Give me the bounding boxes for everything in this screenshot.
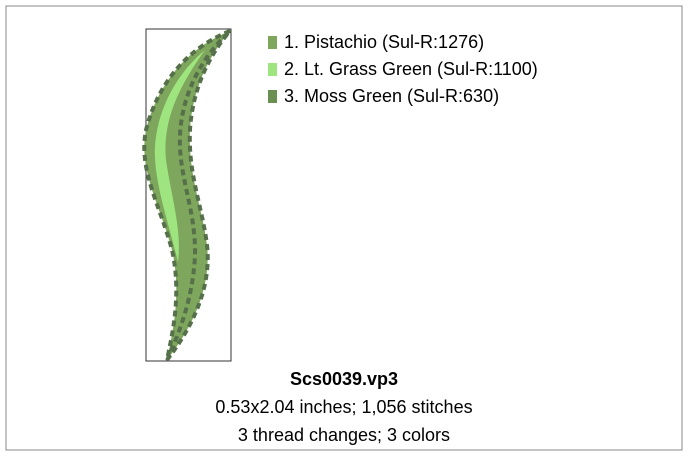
thread-label: 3. Moss Green (Sul-R:630) xyxy=(284,86,499,106)
thread-label: 2. Lt. Grass Green (Sul-R:1100) xyxy=(284,59,538,79)
leaf xyxy=(142,29,232,362)
legend: 1. Pistachio (Sul-R:1276) 2. Lt. Grass Gr… xyxy=(268,32,538,106)
leaf-vein xyxy=(166,31,230,359)
size-info: 0.53x2.04 inches; 1,056 stitches xyxy=(215,397,472,417)
thread-label: 1. Pistachio (Sul-R:1276) xyxy=(284,32,484,52)
thread-swatch xyxy=(268,90,277,103)
leaf-highlight xyxy=(154,50,205,262)
thread-swatch xyxy=(268,63,277,76)
bounding-box xyxy=(145,28,232,362)
thread-swatch xyxy=(268,36,277,49)
frame xyxy=(5,5,683,451)
thread-info: 3 thread changes; 3 colors xyxy=(238,425,450,445)
file-name: Scs0039.vp3 xyxy=(290,369,398,389)
